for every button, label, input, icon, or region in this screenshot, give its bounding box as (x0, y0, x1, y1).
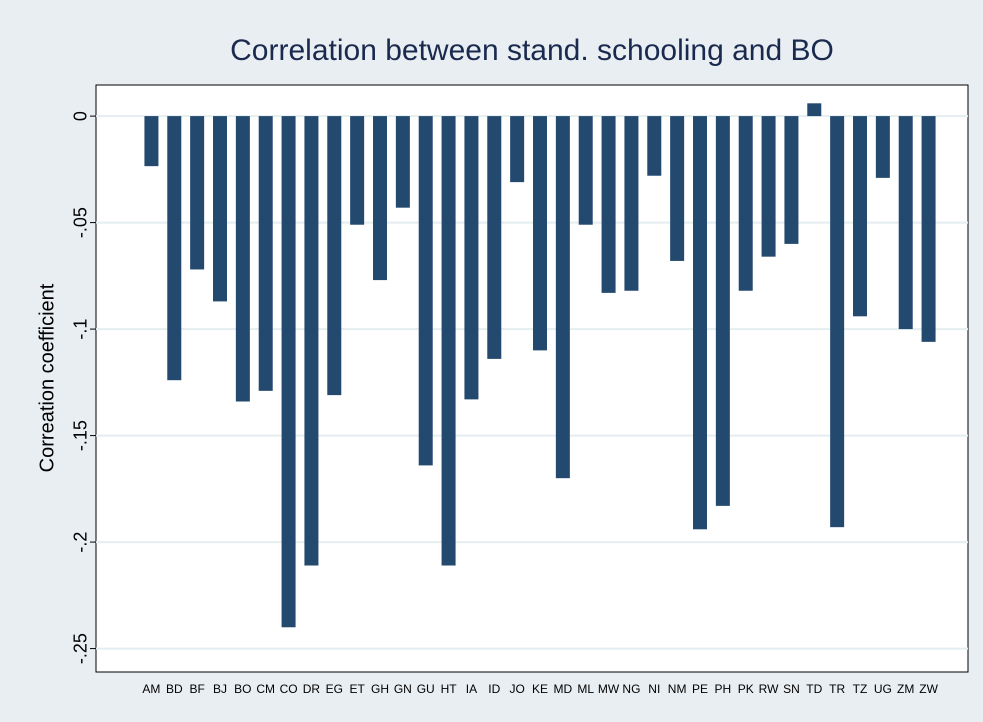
x-tick-label: PK (738, 682, 754, 696)
chart-title: Correlation between stand. schooling and… (230, 34, 834, 67)
bar (167, 116, 182, 381)
x-tick-label: MD (554, 682, 573, 696)
bar (304, 116, 319, 566)
bar (921, 116, 936, 342)
x-tick-label: MW (598, 682, 620, 696)
x-tick-label: CO (280, 682, 298, 696)
bar (578, 116, 593, 225)
x-tick-label: BJ (213, 682, 227, 696)
bar (738, 116, 753, 291)
bar (327, 116, 342, 396)
bar (647, 116, 662, 176)
bar (875, 116, 890, 178)
x-tick-label: GU (417, 682, 435, 696)
x-tick-label: HT (441, 682, 458, 696)
x-tick-label: ET (349, 682, 365, 696)
x-tick-label: TZ (853, 682, 868, 696)
y-tick-label: -.15 (71, 420, 91, 451)
x-tick-label: PE (692, 682, 708, 696)
x-tick-label: JO (509, 682, 524, 696)
y-tick-label: -.2 (71, 532, 91, 553)
x-tick-label: EG (326, 682, 343, 696)
x-tick-label: TD (806, 682, 822, 696)
x-tick-label: PH (715, 682, 732, 696)
x-tick-label: DR (303, 682, 321, 696)
bar (373, 116, 387, 281)
x-tick-label: GN (394, 682, 412, 696)
x-tick-label: RW (759, 682, 779, 696)
bar (807, 103, 822, 117)
x-tick-label: IA (466, 682, 477, 696)
x-tick-label: GH (371, 682, 389, 696)
x-tick-label: ZW (919, 682, 938, 696)
bar (258, 116, 273, 391)
x-tick-label: BF (189, 682, 204, 696)
bar (281, 116, 296, 628)
bar (144, 116, 159, 167)
bar (715, 116, 730, 506)
bar (601, 116, 616, 293)
bar (693, 116, 707, 530)
x-tick-label: TR (829, 682, 845, 696)
bar (555, 116, 570, 479)
x-tick-label: AM (142, 682, 160, 696)
bar (441, 116, 456, 566)
bar (350, 116, 365, 225)
bar (190, 116, 205, 270)
x-tick-label: BO (234, 682, 251, 696)
y-tick-label: -.1 (71, 319, 91, 340)
x-tick-label: BD (166, 682, 183, 696)
bar (853, 116, 867, 317)
x-tick-label: ZM (897, 682, 914, 696)
x-tick-label: ID (488, 682, 500, 696)
x-tick-label: UG (874, 682, 892, 696)
x-tick-label: KE (532, 682, 548, 696)
bar (395, 116, 410, 208)
bar (898, 116, 913, 330)
bar (510, 116, 525, 183)
bar (784, 116, 799, 244)
bar (418, 116, 433, 466)
y-tick-label: 0 (71, 111, 91, 121)
bar (533, 116, 547, 351)
x-tick-label: ML (577, 682, 594, 696)
bar (235, 116, 250, 402)
bar (464, 116, 479, 400)
bar (487, 116, 502, 359)
bar (670, 116, 685, 261)
x-tick-label: NG (622, 682, 640, 696)
x-tick-label: CM (256, 682, 275, 696)
y-axis-label: Correation coefficient (36, 283, 58, 472)
y-tick-label: -.05 (71, 207, 91, 238)
y-tick-label: -.25 (71, 633, 91, 664)
x-tick-label: NI (648, 682, 660, 696)
bar (213, 116, 227, 302)
bar (830, 116, 845, 528)
bar (624, 116, 639, 291)
bar (761, 116, 776, 257)
x-tick-label: NM (668, 682, 687, 696)
x-tick-label: SN (783, 682, 800, 696)
